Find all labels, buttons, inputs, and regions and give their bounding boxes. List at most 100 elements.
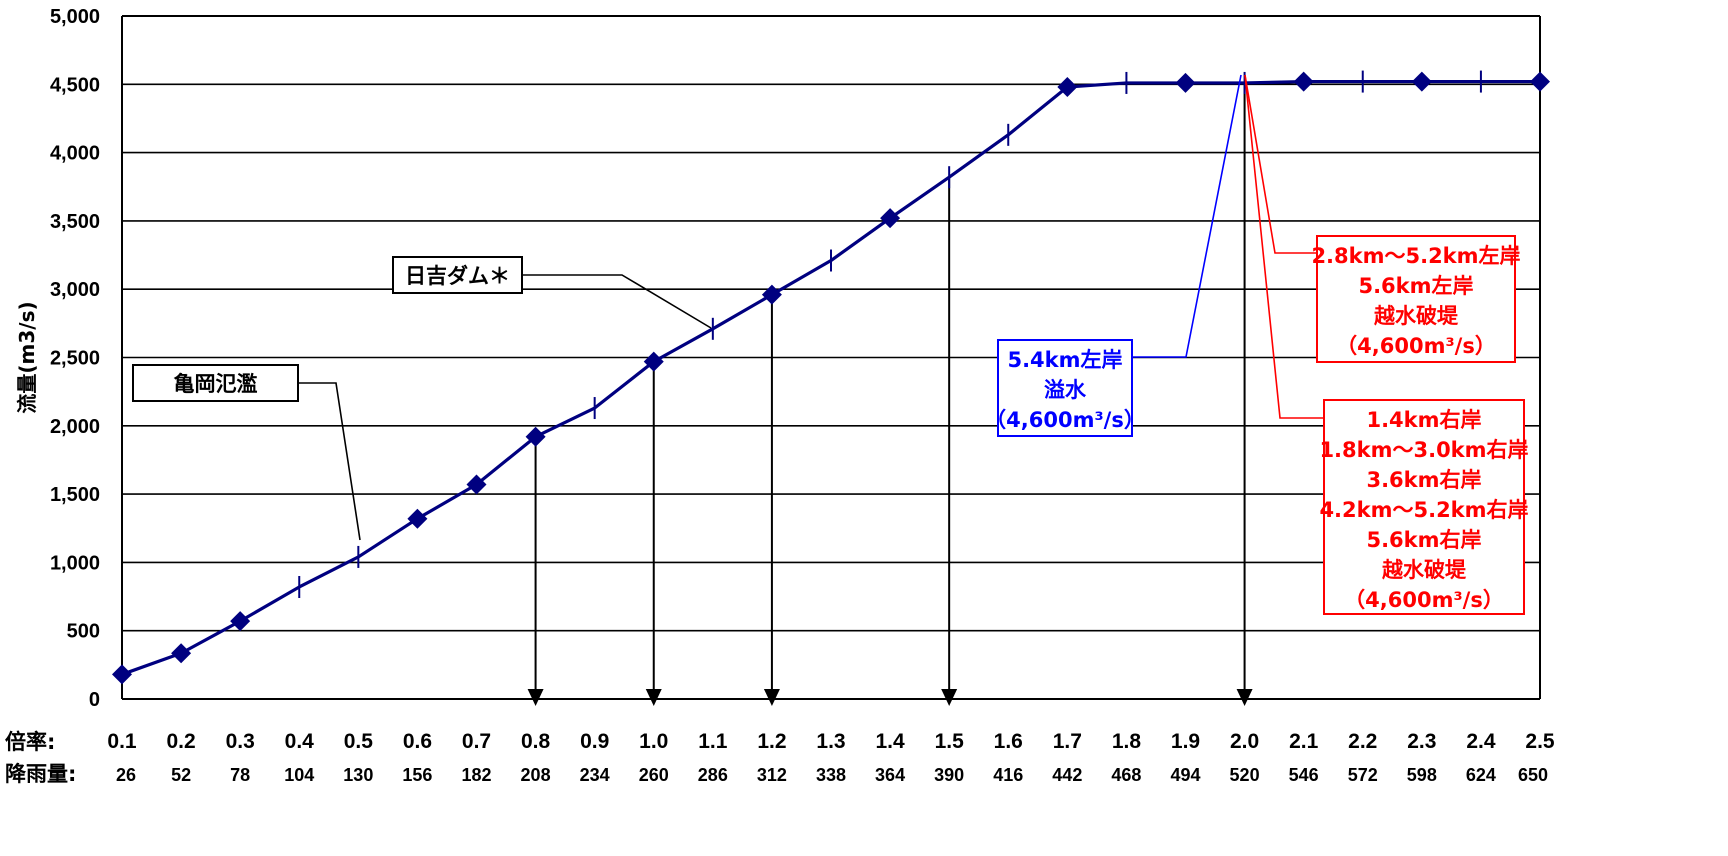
callout-text-line: 越水破堤	[1381, 558, 1467, 582]
x-tick-label: 1.2	[757, 730, 786, 753]
x-tick-label: 2.2	[1348, 730, 1377, 753]
x-tick-label: 1.0	[639, 730, 668, 753]
rain-tick-label: 208	[521, 765, 551, 785]
callout-leader-line	[1132, 74, 1242, 358]
data-point-marker	[1530, 71, 1550, 92]
data-point-marker	[112, 664, 132, 685]
y-tick-label: 1,000	[50, 552, 100, 574]
callout-leader-line	[522, 274, 712, 329]
x-tick-label: 1.4	[875, 730, 905, 753]
y-axis-ticks: 5,000 4,500 4,000 3,500 3,000 2,500 2,000 1,500…	[50, 6, 100, 711]
data-point-marker	[525, 426, 546, 447]
rain-tick-label: 130	[343, 765, 373, 785]
data-point-marker	[643, 351, 664, 372]
callout-text-line: 5.4km左岸	[1007, 348, 1122, 372]
x-tick-label: 0.8	[521, 730, 551, 753]
x-tick-label: 0.7	[462, 730, 491, 753]
x-row-label: 倍率:	[5, 730, 55, 754]
y-tick-label: 2,500	[50, 348, 100, 370]
callout-text-line: 3.6km右岸	[1366, 468, 1481, 492]
data-point-marker	[1293, 71, 1314, 92]
rain-tick-label: 156	[402, 765, 432, 785]
x-tick-label: 0.3	[226, 730, 255, 753]
x-tick-label: 1.5	[935, 730, 965, 753]
x-tick-label: 0.1	[107, 730, 137, 753]
y-tick-label: 4,500	[50, 74, 100, 96]
x-tick-label: 2.3	[1407, 730, 1436, 753]
rain-tick-label: 26	[116, 765, 136, 785]
rain-tick-label: 572	[1348, 765, 1378, 785]
series	[112, 70, 1550, 685]
rain-tick-label: 442	[1052, 765, 1082, 785]
x-tick-label: 1.9	[1171, 730, 1200, 753]
threshold-arrow-head	[763, 689, 780, 706]
rain-row-label: 降雨量:	[5, 762, 76, 786]
callout-box	[997, 339, 1133, 437]
x-tick-label: 0.6	[403, 730, 432, 753]
threshold-arrow-head	[645, 689, 662, 706]
threshold-arrow-head	[527, 689, 544, 706]
x-tick-label: 1.6	[994, 730, 1023, 753]
x-tick-label: 0.2	[166, 730, 195, 753]
callout-text-line: 5.6km左岸	[1358, 274, 1473, 298]
x-tick-label: 0.9	[580, 730, 609, 753]
y-tick-label: 5,000	[50, 6, 100, 28]
grid	[121, 15, 1541, 700]
data-point-marker	[466, 474, 487, 495]
annotation-callout: 亀岡氾濫	[132, 364, 361, 541]
rain-tick-label: 312	[757, 765, 787, 785]
callout-leader-line	[298, 382, 361, 541]
rain-tick-label: 182	[461, 765, 491, 785]
rain-tick-label: 338	[816, 765, 846, 785]
x-tick-label: 2.5	[1525, 730, 1555, 753]
data-point-marker	[1057, 77, 1078, 98]
y-axis: 流量(m3/s)	[15, 301, 39, 413]
y-tick-label: 3,000	[50, 279, 100, 301]
callout-text-line: 越水破堤	[1373, 304, 1459, 328]
rain-tick-label: 390	[934, 765, 964, 785]
y-tick-label: 2,000	[50, 416, 100, 438]
data-point-marker	[1175, 72, 1196, 93]
y-tick-label: 500	[67, 621, 100, 643]
annotations: 亀岡氾濫日吉ダム＊5.4km左岸溢水（4,600m³/s）2.8km～5.2km…	[132, 74, 1529, 615]
y-tick-label: 1,500	[50, 484, 100, 506]
callout-text-line: （4,600m³/s）	[1336, 334, 1496, 358]
data-point-marker	[1411, 71, 1432, 92]
callout-box	[132, 364, 299, 402]
callout-text-line: 亀岡氾濫	[174, 372, 258, 396]
y-axis-label: 流量(m3/s)	[15, 301, 39, 413]
x-tick-label: 2.4	[1466, 730, 1496, 753]
data-point-marker	[880, 208, 901, 229]
callout-leader-line	[1244, 74, 1324, 419]
data-point-marker	[761, 284, 782, 305]
rain-tick-label: 52	[171, 765, 191, 785]
threshold-arrow-head	[1236, 689, 1253, 706]
x-tick-label: 0.5	[344, 730, 374, 753]
rain-tick-label: 468	[1111, 765, 1141, 785]
callout-box	[392, 256, 523, 294]
annotation-callout: 1.4km右岸 1.8km～3.0km右岸 3.6km右岸 4.2km～5.2km右岸…	[1244, 74, 1529, 615]
data-point-marker	[407, 508, 428, 529]
x-tick-label: 1.3	[816, 730, 845, 753]
x-tick-label: 2.1	[1289, 730, 1319, 753]
rain-tick-label: 598	[1407, 765, 1437, 785]
data-point-marker	[230, 611, 251, 632]
x-axis-ticks: 倍率: 降雨量: 0.1 26 0.2 52 0.3 78 0.4 104 0.5 130 0.6 1…	[5, 730, 1555, 786]
rain-tick-label: 78	[230, 765, 250, 785]
data-point-marker	[171, 643, 192, 664]
rain-tick-label: 624	[1466, 765, 1496, 785]
rain-tick-label: 520	[1230, 765, 1260, 785]
x-tick-label: 1.7	[1053, 730, 1082, 753]
x-tick-label: 2.0	[1230, 730, 1259, 753]
callout-text-line: 溢水	[1044, 378, 1087, 402]
threshold-arrow-head	[941, 689, 958, 706]
y-tick-label: 3,500	[50, 211, 100, 233]
callout-text-line: 4.2km～5.2km右岸	[1319, 498, 1528, 522]
callout-box	[1316, 235, 1516, 363]
y-tick-label: 4,000	[50, 143, 100, 165]
rain-tick-label: 494	[1170, 765, 1200, 785]
rain-tick-label: 260	[639, 765, 669, 785]
